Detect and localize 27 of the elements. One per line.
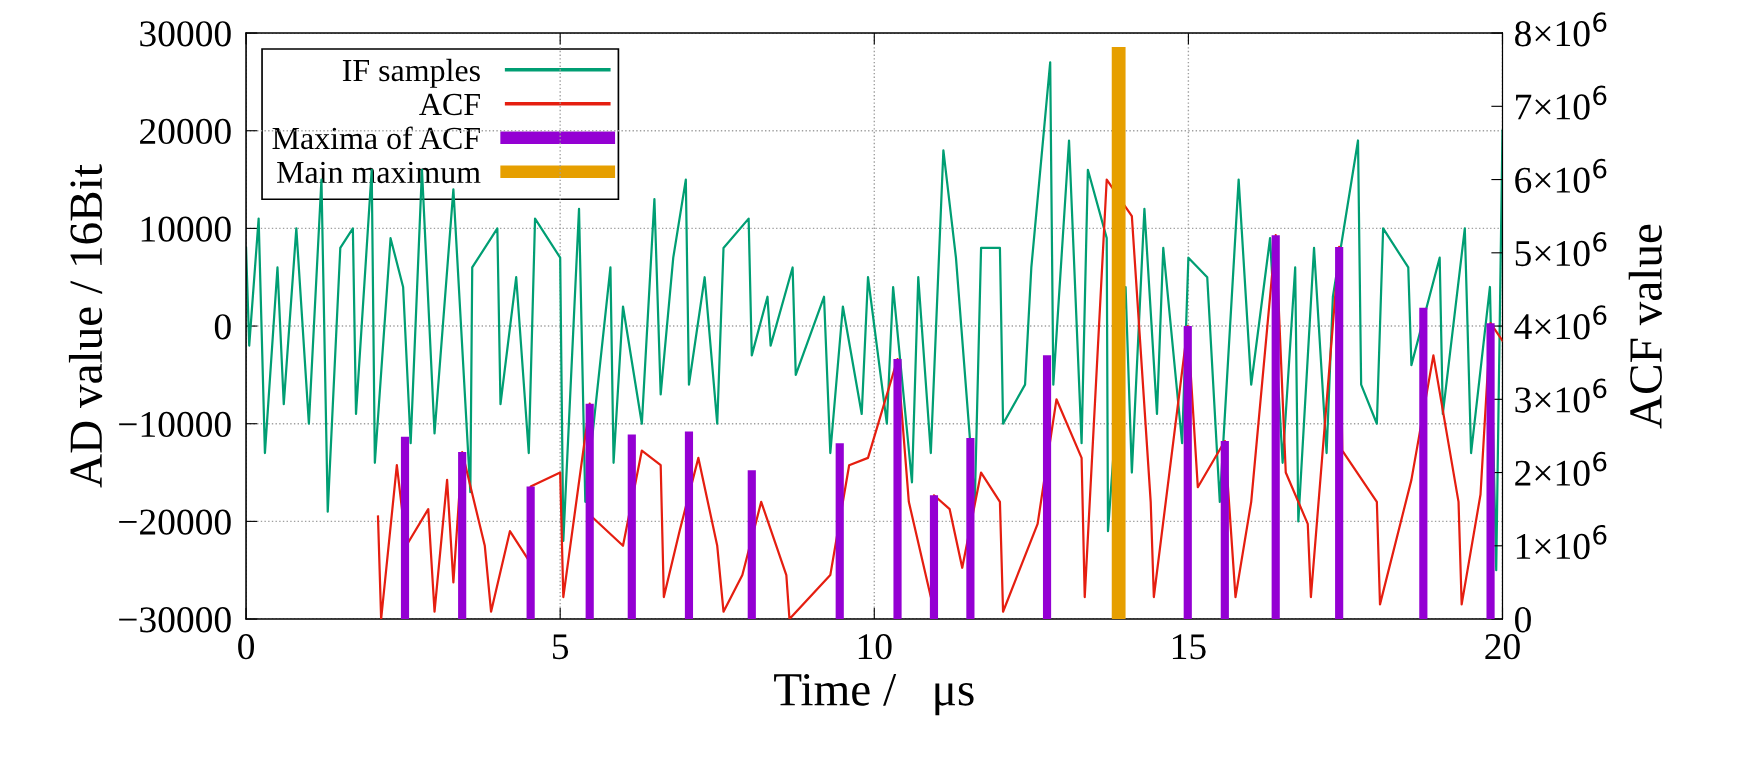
y2-tick-label: 6×10$^{6}$ (1515, 158, 1607, 193)
y2-tick-label: 2×10$^{6}$ (1515, 451, 1607, 486)
y2-tick-label: 1×10$^{6}$ (1516, 524, 1607, 560)
x-tick-label: 0 (238, 634, 255, 660)
x-tick-label: 20 (1485, 634, 1520, 660)
y-tick-label: 10000 (141, 216, 231, 242)
y2-tick-label: 7×10$^{6}$ (1516, 85, 1607, 120)
y2-tick-label: 3×10$^{6}$ (1515, 378, 1607, 413)
y-tick-label: 20000 (140, 118, 231, 145)
y-axis-title: AD value / 16Bit (68, 164, 103, 488)
y2-axis-title: ACF value (1628, 224, 1662, 429)
y2-tick-label: 4×10$^{6}$ (1514, 305, 1607, 340)
y-tick-label: −10000 (119, 411, 231, 438)
x-axis-title: Time / μs (774, 673, 974, 716)
x-tick-label: 10 (858, 634, 892, 660)
y-tick-label: 0 (214, 314, 231, 340)
legend-label: ACF (419, 93, 480, 116)
x-tick-label: 15 (1172, 634, 1206, 660)
y2-tick-label: 8×10$^{6}$ (1515, 12, 1607, 47)
y2-tick-label: 0 (1515, 607, 1531, 633)
y-tick-label: −20000 (119, 509, 231, 535)
y-tick-label: 30000 (140, 21, 231, 47)
legend-label: Maxima of ACF (272, 126, 480, 150)
y-tick-label: −30000 (119, 607, 231, 633)
x-tick-label: 5 (552, 634, 569, 660)
y2-tick-label: 5×10$^{6}$ (1515, 231, 1607, 267)
legend-label: IF samples (342, 58, 480, 88)
